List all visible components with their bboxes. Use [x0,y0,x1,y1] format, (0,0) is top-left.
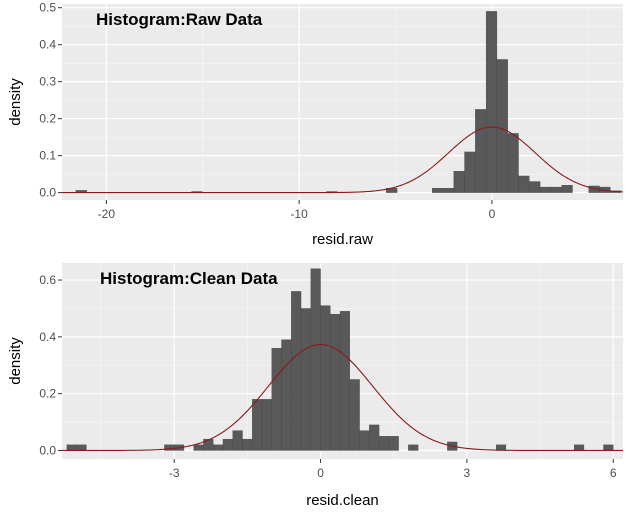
histogram-bar [561,185,573,193]
x-axis-ticks: -20 -10 0 [98,200,496,221]
histogram-bar [66,444,77,451]
histogram-bar [529,181,541,193]
histogram-bar [339,311,350,451]
density-curve [62,344,623,452]
histogram-clean-chart: -3 0 3 6 0.00.20.40.6 Histogram:Clean Data … [7,263,623,509]
histogram-bar [349,379,360,451]
histogram-bar [550,186,562,193]
x-tick-label: 0 [317,466,324,480]
histogram-bar [507,133,519,193]
histogram-bar [408,444,419,451]
histogram-bar [464,151,476,193]
histogram-bar [252,399,263,451]
histogram-bars [75,11,622,193]
y-axis-ticks: 0.0 0.1 0.2 0.3 0.4 0.5 [39,1,62,200]
histogram-bar [320,305,331,451]
x-tick-label: 0 [489,207,496,221]
y-axis-ticks: 0.0 0.2 0.4 0.6 [39,273,62,457]
y-tick-label: 0.4 [39,38,56,52]
y-tick-label: 0.2 [39,112,56,126]
histogram-raw-chart: -20 -10 0 0.0 0.1 0.2 0.3 0.4 0.5 Histogram:Raw… [7,1,624,248]
y-tick-label: 0.6 [39,273,56,287]
x-tick-label: -20 [98,207,116,221]
histogram-bar [281,339,292,451]
histogram-bar [193,444,204,451]
histogram-bar [76,444,87,451]
histogram-bar [242,438,253,451]
histogram-bar [496,59,508,193]
histogram-bar [453,171,465,193]
histogram-bar [222,438,233,451]
x-axis-label: resid.clean [306,492,379,509]
y-tick-label: 0.2 [39,387,56,401]
histogram-bar [300,308,311,451]
y-tick-label: 0.1 [39,149,56,163]
chart-title: Histogram:Clean Data [100,269,278,288]
histogram-bar [442,188,454,193]
y-axis-label: density [7,337,24,385]
y-tick-label: 0.0 [39,443,56,457]
histogram-bar [359,430,370,451]
histogram-bar [310,268,321,451]
y-tick-label: 0.4 [39,330,56,344]
x-tick-label: 6 [610,466,617,480]
x-tick-label: 3 [464,466,471,480]
histogram-bar [574,444,585,451]
histogram-bar [261,399,272,451]
histogram-bar [475,109,487,193]
chart-title: Histogram:Raw Data [96,10,263,29]
y-tick-label: 0.3 [39,75,56,89]
y-tick-label: 0.0 [39,186,56,200]
histogram-bar [388,436,399,451]
x-tick-label: -10 [290,207,308,221]
density-curve [62,126,624,194]
histogram-bar [213,444,224,451]
histogram-bar [330,313,341,451]
x-axis-ticks: -3 0 3 6 [169,459,617,480]
y-axis-label: density [7,78,24,126]
histogram-bar [271,348,282,451]
histogram-bar [485,11,498,193]
y-tick-label: 0.5 [39,1,56,15]
panel-background [62,4,623,200]
x-tick-label: -3 [169,466,180,480]
histogram-bar [539,186,552,193]
histogram-bar [291,291,302,451]
histogram-bar [431,188,444,193]
histogram-bar [232,430,243,451]
histogram-bar [369,424,380,451]
x-axis-label: resid.raw [312,231,373,248]
histogram-bar [603,444,614,451]
histogram-bar [378,436,389,451]
histogram-bar [518,175,530,193]
